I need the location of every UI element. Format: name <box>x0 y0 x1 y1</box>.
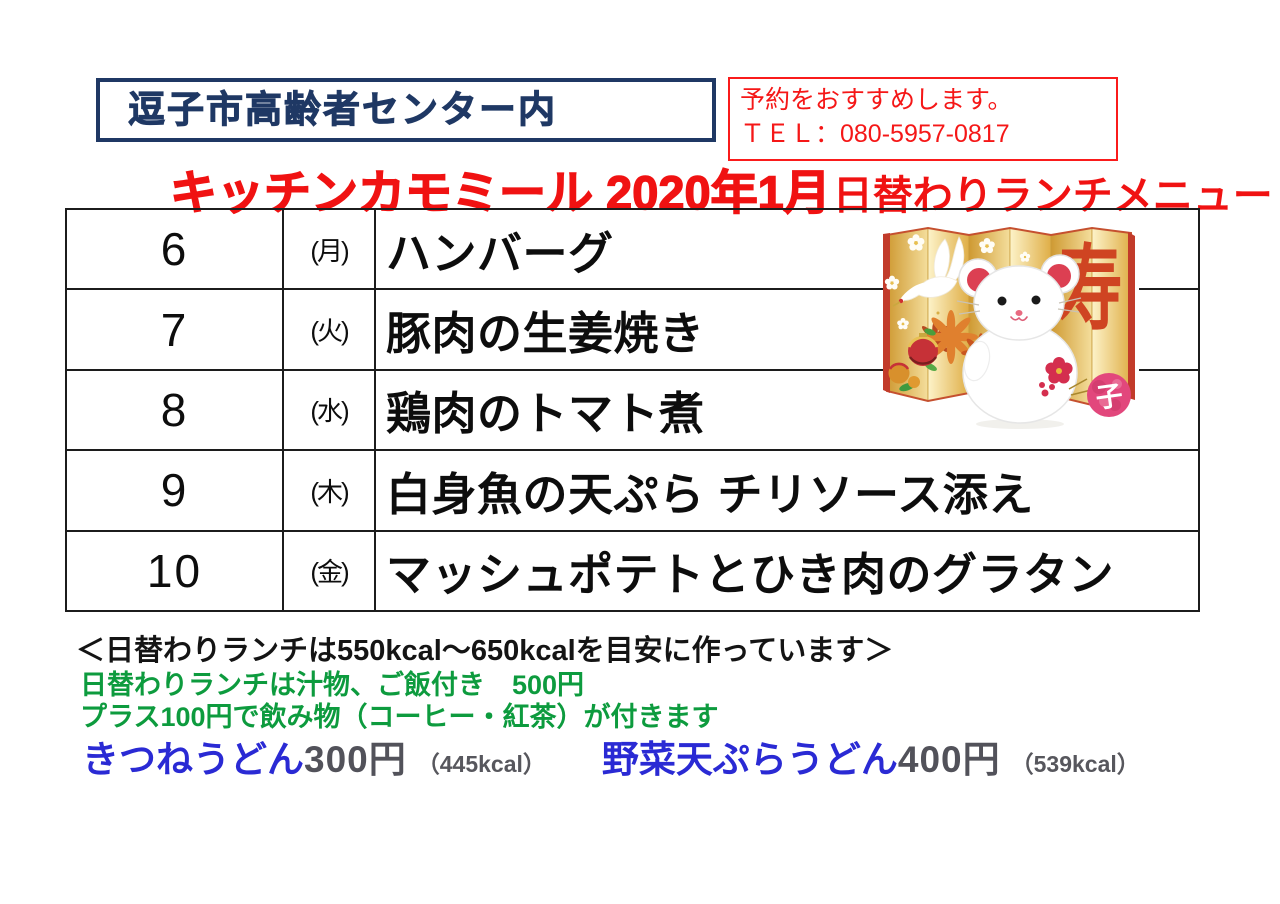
calorie-note: ＜日替わりランチは550kcal～650kcalを目安に作っています＞ <box>76 635 894 667</box>
udon-item-kcal: （539kcal） <box>1010 751 1140 777</box>
menu-date: 6 <box>65 207 284 291</box>
table-row: 10 (金) マッシュポテトとひき肉のグラタン <box>65 529 1200 613</box>
location-box: 逗子市高齢者センター内 <box>96 78 716 142</box>
table-row: 9 (木) 白身魚の天ぷら チリソース添え <box>65 449 1200 532</box>
udon-item-kcal: （445kcal） <box>416 751 546 777</box>
menu-date: 8 <box>65 368 284 452</box>
crane-icon <box>892 236 965 307</box>
udon-item-name: 野菜天ぷらうどん <box>601 739 898 780</box>
menu-day: (月) <box>282 207 376 291</box>
lunch-includes-note: 日替わりランチは汁物、ご飯付き 500円 <box>80 670 585 700</box>
svg-text:子: 子 <box>1094 380 1125 413</box>
mouse-figure <box>956 254 1092 429</box>
udon-item-price: 400円 <box>897 739 1001 780</box>
menu-day: (金) <box>282 529 376 613</box>
menu-day: (火) <box>282 288 376 371</box>
menu-date: 7 <box>65 288 284 371</box>
udon-item-name: きつねうどん <box>82 739 304 780</box>
menu-dish: 白身魚の天ぷら チリソース添え <box>374 449 1200 532</box>
udon-menu-line: きつねうどん 300円 （445kcal） 野菜天ぷらうどん 400円 （539… <box>82 729 1140 783</box>
reservation-phone: ＴＥＬ：080-5957-0817 <box>740 119 1010 148</box>
drink-option-note: プラス100円で飲み物（コーヒー・紅茶）が付きます <box>80 702 719 732</box>
menu-day: (水) <box>282 368 376 452</box>
plum-pattern <box>1039 357 1073 397</box>
menu-day: (木) <box>282 449 376 532</box>
new-year-decoration: 寿 <box>883 221 1139 433</box>
reservation-box: 予約をおすすめします。 ＴＥＬ：080-5957-0817 <box>728 77 1118 161</box>
location-text: 逗子市高齢者センター内 <box>128 89 557 131</box>
reservation-note: 予約をおすすめします。 <box>740 86 1013 114</box>
menu-dish: マッシュポテトとひき肉のグラタン <box>374 529 1200 613</box>
menu-date: 9 <box>65 449 284 532</box>
temari-ball-icon <box>888 328 939 392</box>
udon-item-price: 300円 <box>304 739 407 780</box>
rat-kanji-ball: 子 <box>1087 373 1131 417</box>
menu-date: 10 <box>65 529 284 613</box>
